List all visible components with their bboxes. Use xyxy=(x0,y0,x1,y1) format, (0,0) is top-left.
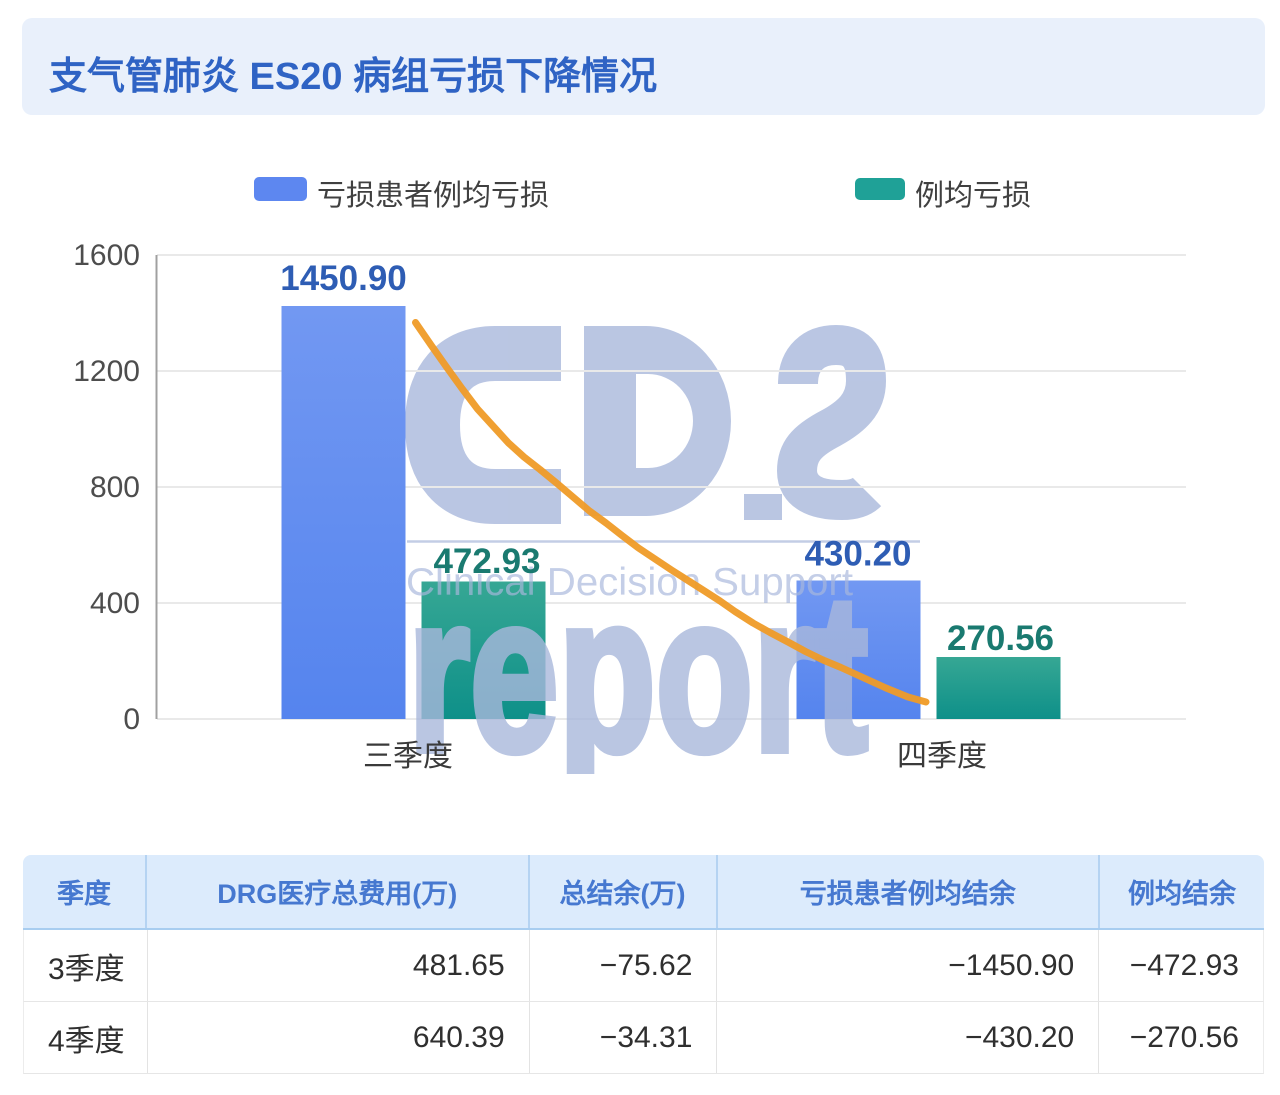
svg-text:四季度: 四季度 xyxy=(897,740,987,773)
svg-text:report: report xyxy=(408,549,868,798)
svg-text:430.20: 430.20 xyxy=(804,535,911,574)
svg-text:1200: 1200 xyxy=(73,355,140,388)
svg-text:1600: 1600 xyxy=(73,239,140,272)
svg-text:1450.90: 1450.90 xyxy=(280,259,407,298)
svg-text:400: 400 xyxy=(90,587,140,620)
svg-text:800: 800 xyxy=(90,471,140,504)
svg-text:472.93: 472.93 xyxy=(433,542,540,581)
svg-text:Clinical Decision Support: Clinical Decision Support xyxy=(406,561,853,604)
svg-text:270.56: 270.56 xyxy=(947,619,1054,658)
svg-text:三季度: 三季度 xyxy=(363,740,453,773)
svg-text:0: 0 xyxy=(123,703,140,736)
